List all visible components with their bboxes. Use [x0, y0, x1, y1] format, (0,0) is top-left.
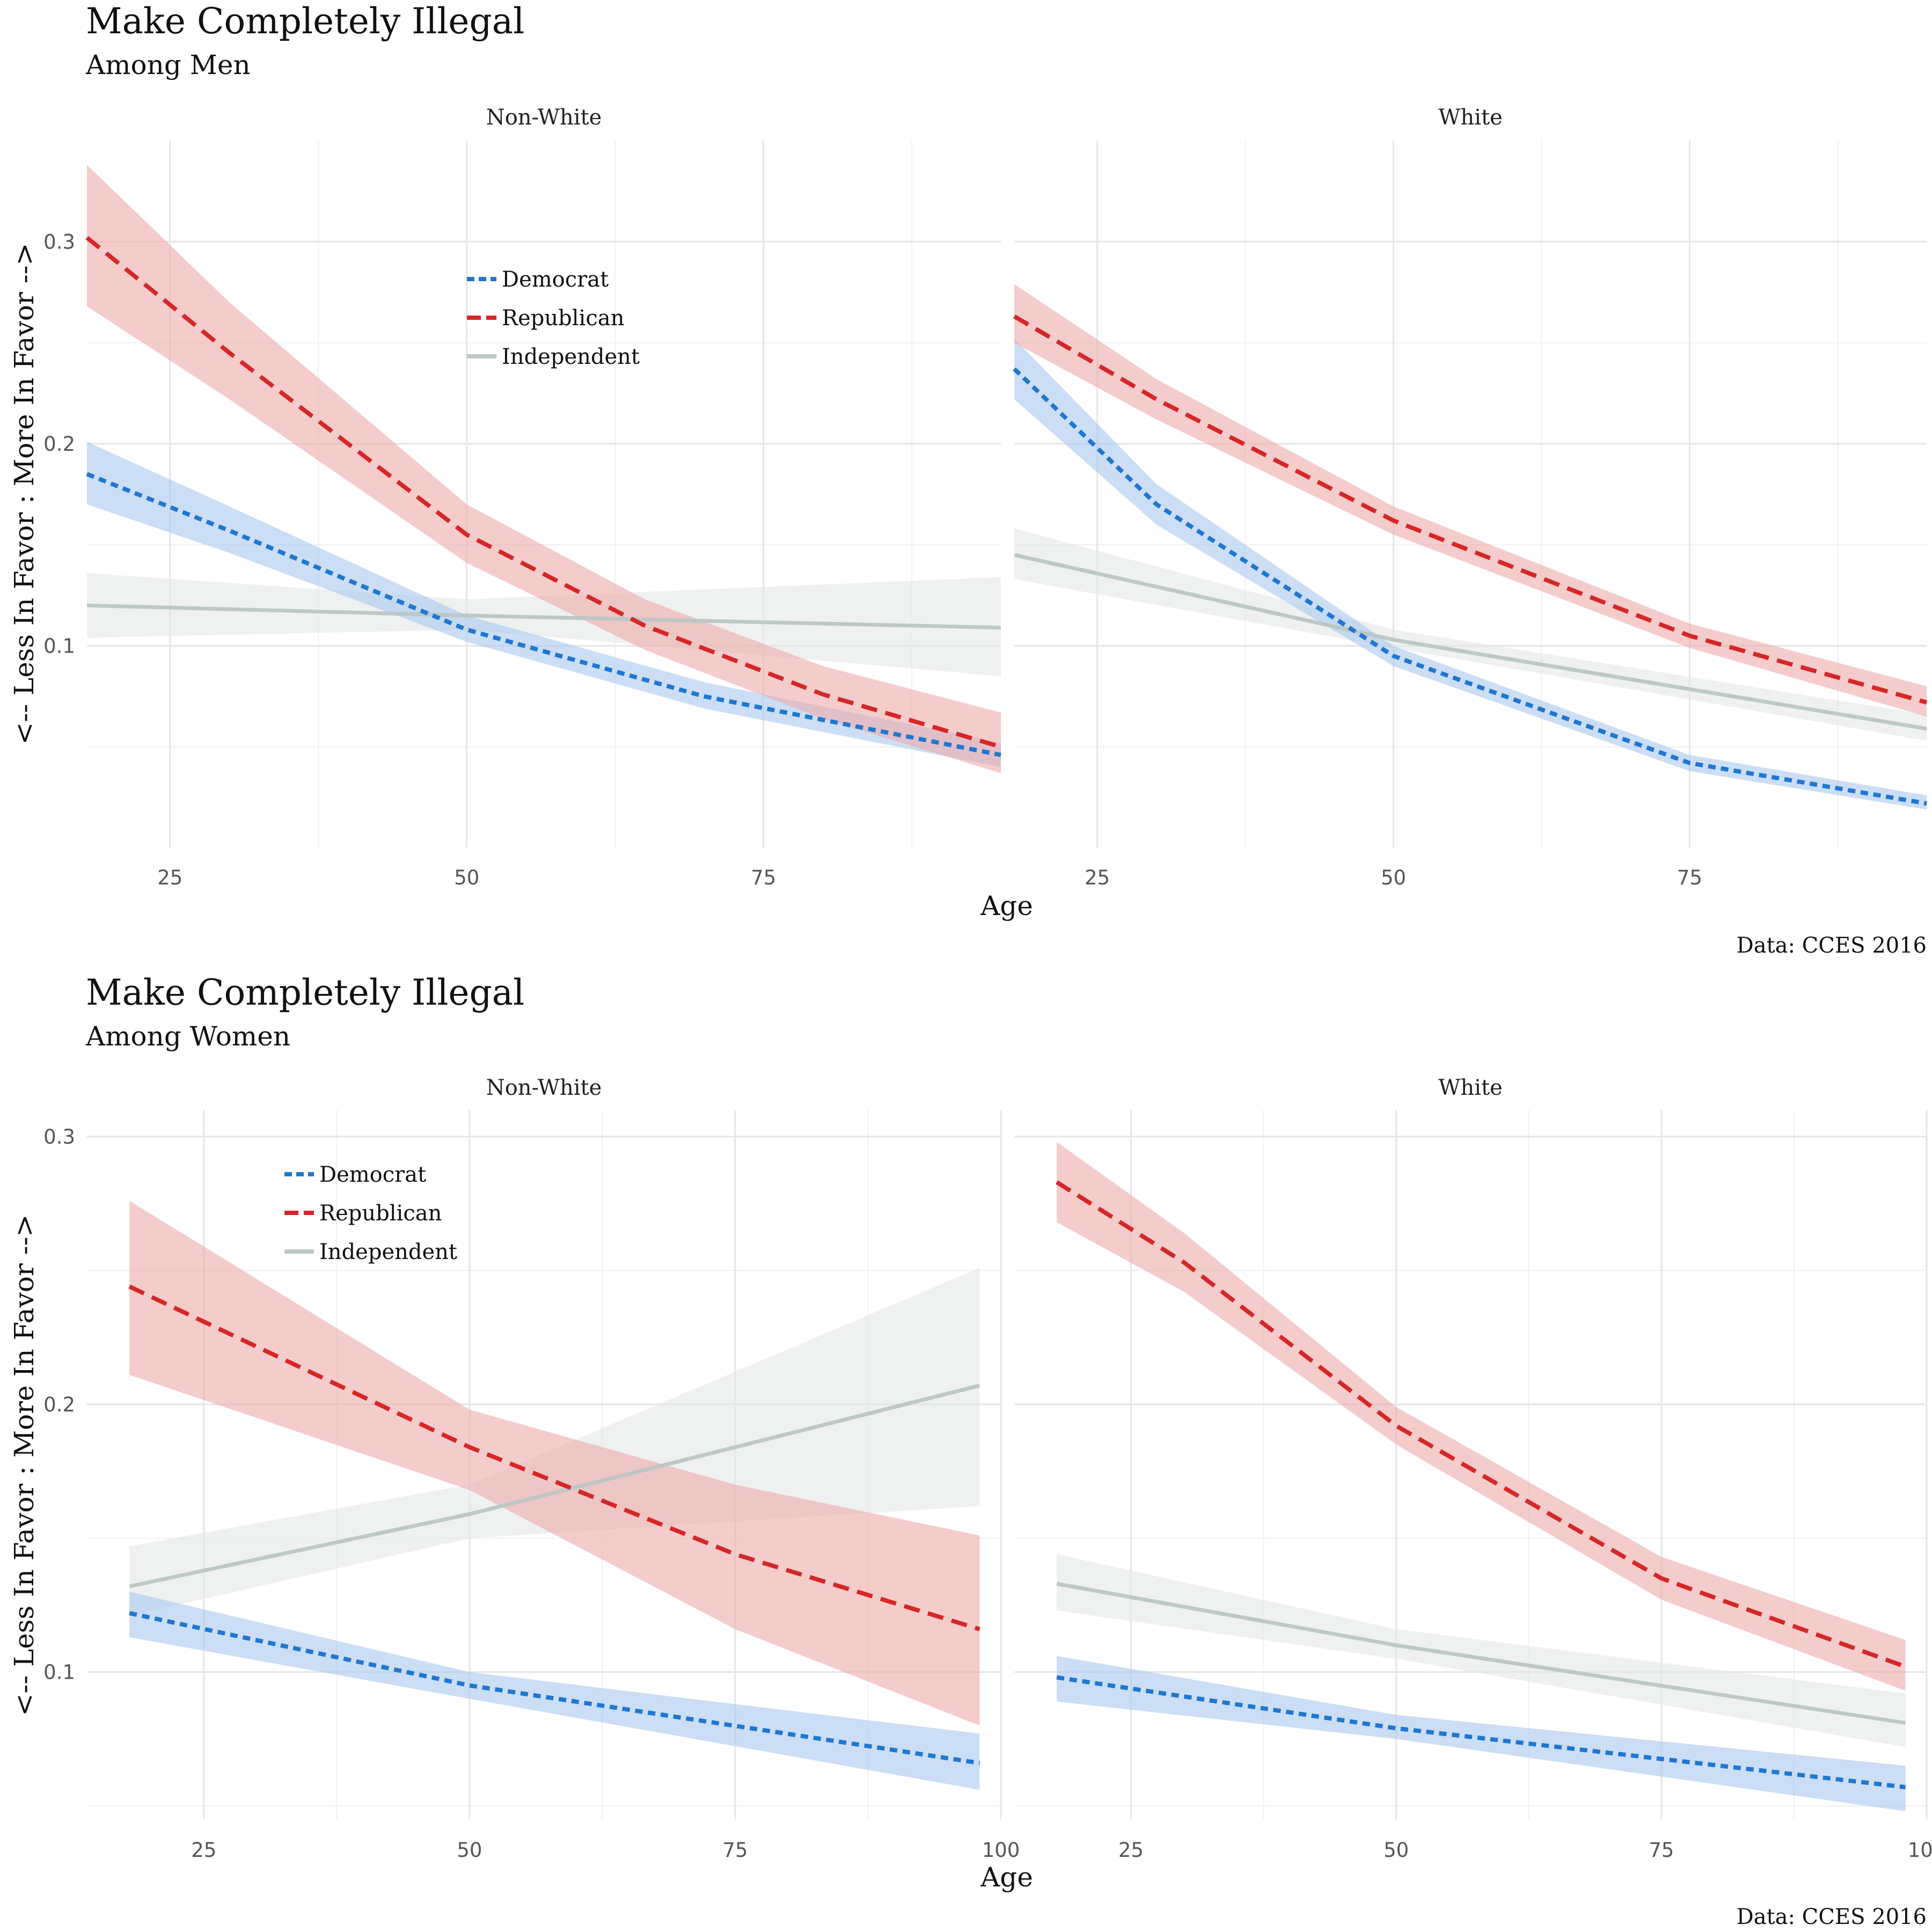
series-line-republican — [128, 1284, 980, 1631]
confidence-band-independent — [1057, 1554, 1906, 1747]
chart-subtitle: Among Men — [85, 49, 251, 80]
confidence-band-independent — [1014, 529, 1927, 741]
x-tick-label: 75 — [1677, 866, 1702, 889]
series-line-republican — [85, 236, 1002, 749]
y-tick-label: 0.3 — [43, 230, 75, 253]
series-line-democrat — [1013, 367, 1927, 806]
facet-label-white: White — [1438, 1075, 1502, 1100]
x-tick-label: 25 — [1085, 866, 1110, 889]
legend: Democrat Republican Independent — [467, 267, 640, 369]
confidence-band-democrat — [129, 1592, 980, 1790]
confidence-band-republican — [129, 1201, 980, 1726]
y-tick-label: 0.1 — [43, 1661, 75, 1684]
x-tick-label: 50 — [1384, 1839, 1409, 1862]
legend-label-democrat: Democrat — [502, 267, 609, 292]
panel-white: White 25 50 75 — [1013, 105, 1928, 889]
legend-label-democrat: Democrat — [319, 1162, 426, 1187]
x-tick-label: 75 — [722, 1839, 748, 1862]
legend: Democrat Republican Independent — [284, 1162, 457, 1264]
x-tick-label: 100 — [1908, 1839, 1932, 1862]
facet-label-non-white: Non-White — [486, 105, 602, 130]
legend-label-independent: Independent — [502, 345, 640, 369]
x-tick-label: 50 — [457, 1839, 482, 1862]
y-tick-label: 0.3 — [43, 1125, 75, 1148]
confidence-band-democrat — [1057, 1656, 1906, 1811]
confidence-band-republican — [87, 165, 1001, 773]
series-line-independent — [86, 603, 1001, 630]
series-line-republican — [1013, 314, 1928, 705]
caption: Data: CCES 2016 — [1737, 933, 1927, 958]
x-tick-label: 25 — [191, 1839, 216, 1862]
facet-label-non-white: Non-White — [486, 1075, 602, 1100]
y-tick-label: 0.2 — [43, 433, 75, 456]
y-axis-title: <-- Less In Favor : More In Favor --> — [9, 1214, 40, 1716]
legend-label-independent: Independent — [319, 1240, 457, 1264]
x-tick-label: 25 — [157, 866, 182, 889]
x-axis-title: Age — [980, 1862, 1033, 1893]
x-tick-label: 25 — [1118, 1839, 1144, 1862]
x-tick-label: 100 — [982, 1839, 1020, 1862]
chart-title: Make Completely Illegal — [86, 1, 524, 42]
panel-white: White 25 50 75 100 — [1014, 1075, 1932, 1862]
x-tick-label: 75 — [751, 866, 776, 889]
panel-non-white: Non-White 25 50 75 0.1 0.2 0.3 Democrat Republic… — [43, 105, 1002, 889]
chart-title: Make Completely Illegal — [86, 972, 524, 1013]
legend-label-republican: Republican — [502, 306, 624, 331]
panel-non-white: Non-White 25 50 75 100 0.1 0.2 0.3 Democrat Repub… — [43, 1075, 1020, 1862]
y-axis-title: <-- Less In Favor : More In Favor --> — [9, 243, 40, 745]
x-tick-label: 50 — [454, 866, 479, 889]
caption: Data: CCES 2016 — [1737, 1905, 1927, 1929]
y-tick-label: 0.2 — [43, 1393, 75, 1416]
x-tick-label: 50 — [1381, 866, 1406, 889]
chart-subtitle: Among Women — [85, 1021, 290, 1052]
series-line-democrat — [1056, 1675, 1906, 1790]
facet-label-white: White — [1438, 105, 1502, 130]
x-tick-label: 75 — [1649, 1839, 1674, 1862]
x-axis-title: Age — [980, 890, 1033, 921]
legend-label-republican: Republican — [319, 1201, 442, 1226]
series-line-independent — [1056, 1582, 1906, 1725]
series-line-independent — [1014, 553, 1927, 731]
series-line-independent — [129, 1384, 980, 1589]
y-tick-label: 0.1 — [43, 634, 75, 657]
confidence-band-republican — [1014, 284, 1927, 717]
series-line-republican — [1055, 1180, 1906, 1669]
confidence-band-independent — [129, 1268, 980, 1616]
